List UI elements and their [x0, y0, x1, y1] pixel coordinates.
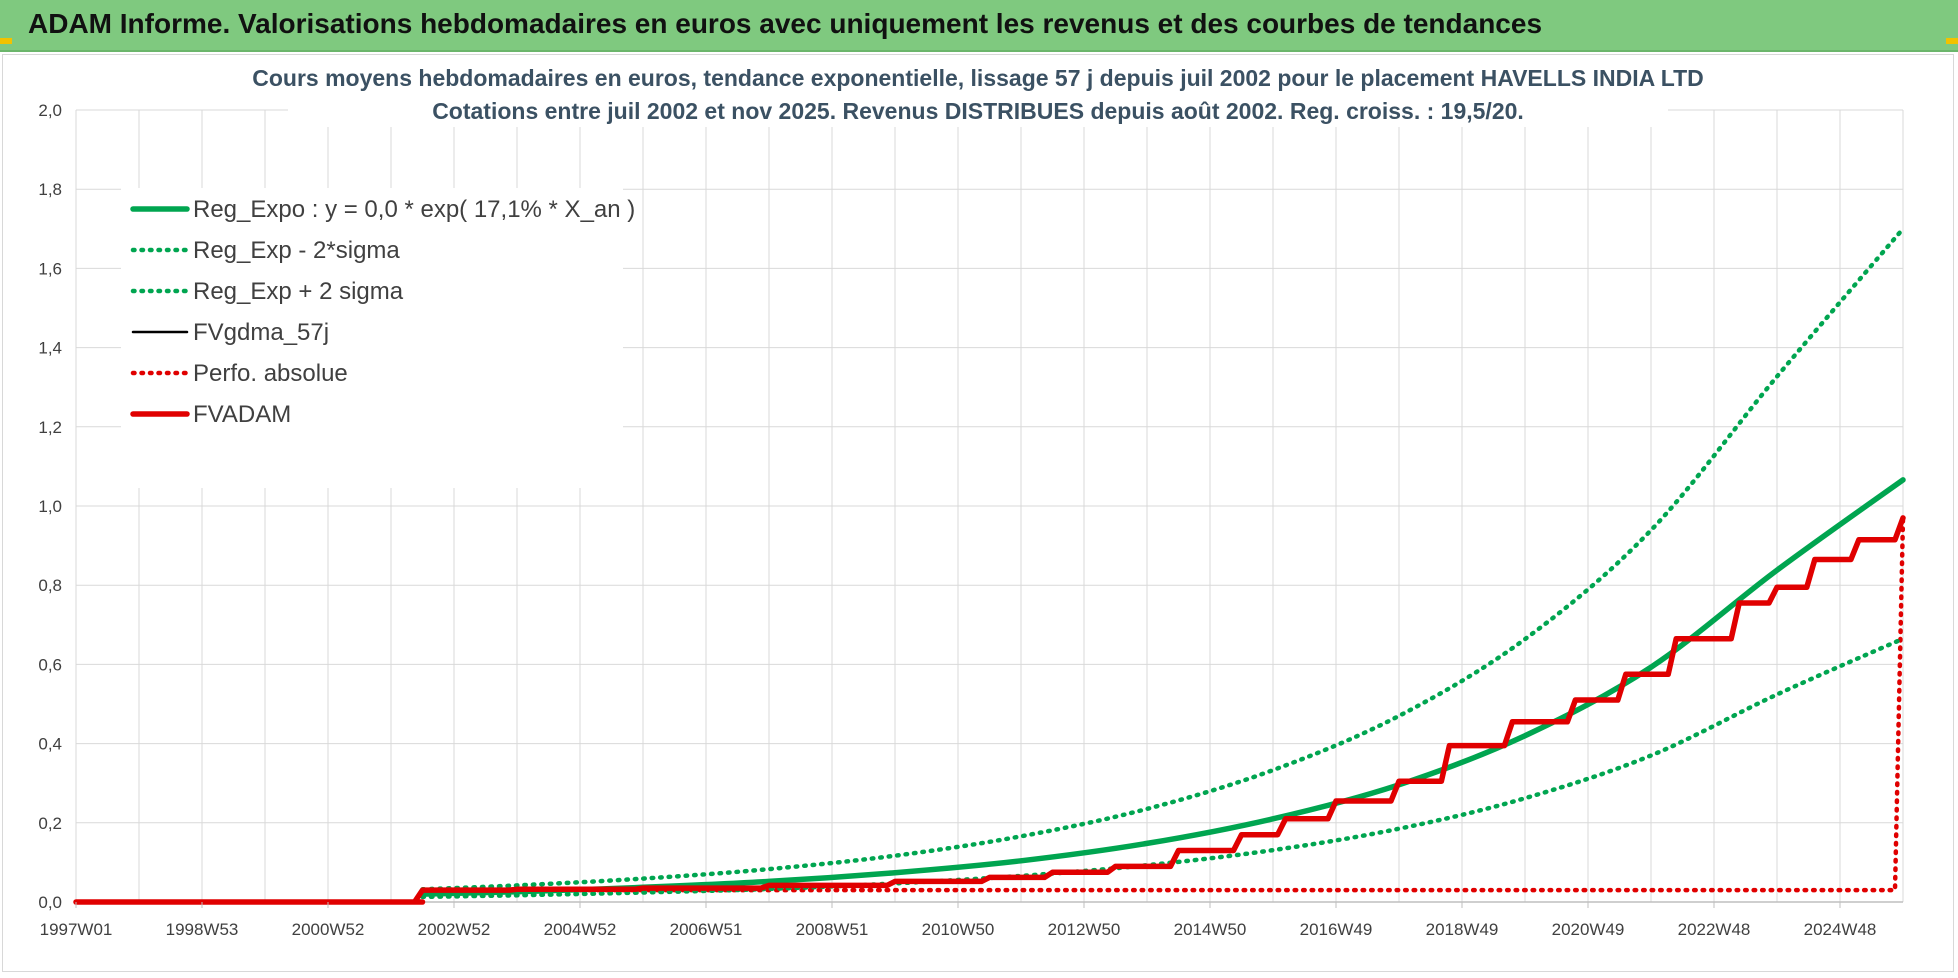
chart-title-line2: Cotations entre juil 2002 et nov 2025. R… [432, 98, 1524, 124]
series-line-4 [73, 515, 1906, 905]
x-tick-label: 2004W52 [544, 920, 617, 939]
y-tick-label: 0,8 [38, 576, 62, 595]
y-tick-label: 1,8 [38, 180, 62, 199]
x-tick-label: 2014W50 [1174, 920, 1247, 939]
series-line-2 [420, 226, 1906, 892]
x-tick-label: 2006W51 [670, 920, 743, 939]
legend-label: FVgdma_57j [193, 319, 329, 346]
chart-area: 0,0 0,2 0,4 0,6 0,8 1,0 1,2 1,4 1,6 1,8 2,0 1997W0… [2, 54, 1954, 972]
series-line-5 [73, 515, 1906, 905]
y-tick-label: 2,0 [38, 101, 62, 120]
x-tick-label: 2024W48 [1804, 920, 1877, 939]
header-bar: ADAM Informe. Valorisations hebdomadaire… [0, 0, 1958, 52]
y-tick-label: 1,0 [38, 497, 62, 516]
y-tick-label: 0,6 [38, 655, 62, 674]
series-line-1 [420, 636, 1906, 900]
x-tick-label: 2000W52 [292, 920, 365, 939]
legend-label: Reg_Expo : y = 0,0 * exp( 17,1% * X_an ) [193, 196, 635, 223]
y-tick-label: 0,4 [38, 735, 62, 754]
y-tick-label: 1,6 [38, 259, 62, 278]
corner-accent-left [0, 38, 12, 44]
legend-label: Reg_Exp - 2*sigma [193, 237, 400, 264]
x-tick-label: 2002W52 [418, 920, 491, 939]
legend-background [121, 188, 623, 488]
y-tick-label: 0,0 [38, 893, 62, 912]
x-axis: 1997W01 1998W53 2000W52 2002W52 2004W52 2006W… [40, 902, 1877, 939]
x-tick-label: 1998W53 [166, 920, 239, 939]
y-tick-label: 0,2 [38, 814, 62, 833]
x-tick-label: 2018W49 [1426, 920, 1499, 939]
y-tick-label: 1,4 [38, 339, 62, 358]
y-axis: 0,0 0,2 0,4 0,6 0,8 1,0 1,2 1,4 1,6 1,8 2,0 [38, 101, 62, 912]
series-layer [73, 226, 1906, 905]
x-tick-label: 2022W48 [1678, 920, 1751, 939]
x-tick-label: 2020W49 [1552, 920, 1625, 939]
title-background [288, 61, 1668, 127]
series-line-0 [419, 477, 1906, 897]
x-tick-label: 2012W50 [1048, 920, 1121, 939]
legend-label: Perfo. absolue [193, 360, 348, 387]
x-tick-label: 2008W51 [796, 920, 869, 939]
legend: Reg_Expo : y = 0,0 * exp( 17,1% * X_an )… [130, 196, 635, 428]
series-line-3 [74, 516, 1905, 904]
chart-svg: 0,0 0,2 0,4 0,6 0,8 1,0 1,2 1,4 1,6 1,8 2,0 1997W0… [38, 61, 1906, 939]
y-tick-label: 1,2 [38, 418, 62, 437]
legend-label: Reg_Exp + 2 sigma [193, 278, 404, 305]
corner-accent-right [1946, 38, 1958, 44]
x-tick-label: 1997W01 [40, 920, 113, 939]
x-tick-label: 2010W50 [922, 920, 995, 939]
legend-label: FVADAM [193, 401, 291, 428]
chart-title-line1: Cours moyens hebdomadaires en euros, ten… [252, 65, 1704, 91]
x-tick-label: 2016W49 [1300, 920, 1373, 939]
page-title: ADAM Informe. Valorisations hebdomadaire… [28, 8, 1543, 39]
